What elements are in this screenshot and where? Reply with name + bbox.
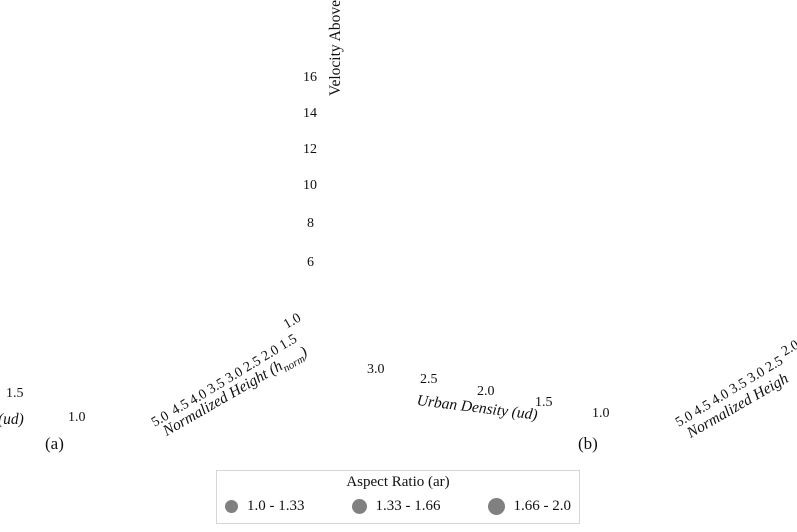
- tick-b-x-2-5: 2.5: [420, 372, 438, 387]
- tick-a-y-16: 16: [303, 70, 317, 85]
- tick-a-y-8: 8: [307, 216, 314, 231]
- velocity-label-main: Velocity Above (v: [327, 0, 344, 96]
- legend-items: 1.0 - 1.33 1.33 - 1.66 1.66 - 2.0: [225, 498, 571, 515]
- tick-a-y-12: 12: [303, 142, 317, 157]
- tick-b-x-1-0: 1.0: [592, 406, 610, 421]
- panel-a-caption: (a): [45, 434, 64, 453]
- legend-marker-icon-large: [487, 498, 505, 515]
- tick-a-y-10: 10: [303, 178, 317, 193]
- legend-marker-icon-small: [225, 500, 238, 513]
- legend-item-3[interactable]: 1.66 - 2.0: [487, 498, 572, 515]
- tick-a-y-6: 6: [307, 255, 314, 270]
- legend-label-3: 1.66 - 2.0: [513, 498, 572, 514]
- tick-b-x-3-0: 3.0: [367, 362, 385, 377]
- tick-a-x-1-5: 1.5: [6, 386, 24, 401]
- panel-a-urban-density-title: (ud): [0, 411, 24, 428]
- panel-a-velocity-axis-title: Velocity Above (va): [327, 0, 347, 96]
- legend: Aspect Ratio (ar) 1.0 - 1.33 1.33 - 1.66…: [216, 470, 580, 524]
- panel-b-caption: (b): [578, 434, 598, 453]
- legend-item-2[interactable]: 1.33 - 1.66: [351, 498, 441, 515]
- legend-marker-icon-medium: [351, 499, 367, 514]
- tick-b-x-1-5: 1.5: [535, 395, 553, 410]
- legend-label-2: 1.33 - 1.66: [375, 498, 441, 514]
- legend-label-1: 1.0 - 1.33: [247, 498, 305, 514]
- tick-a-y-14: 14: [303, 106, 317, 121]
- legend-item-1[interactable]: 1.0 - 1.33: [225, 498, 305, 515]
- tick-b-x-2-0: 2.0: [477, 384, 495, 399]
- tick-a-x-1-0: 1.0: [68, 410, 86, 425]
- legend-title: Aspect Ratio (ar): [346, 474, 450, 490]
